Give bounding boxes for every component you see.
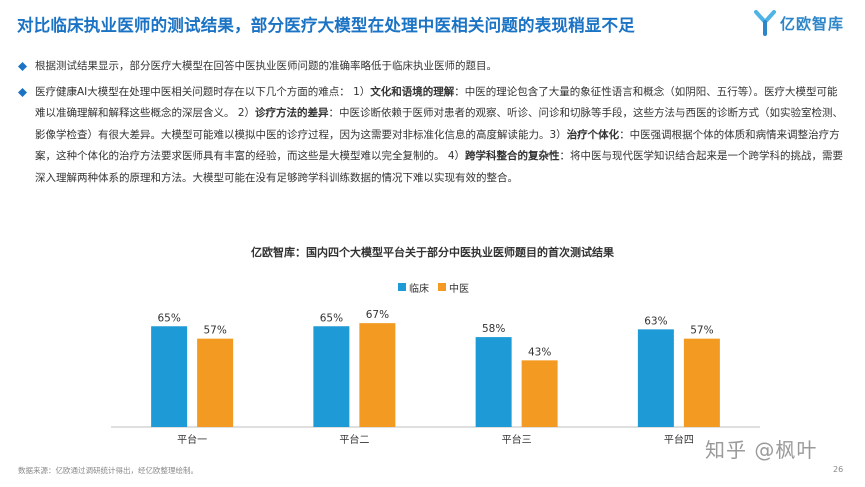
bar-clinical-1 xyxy=(151,326,188,427)
bullet-highlight: 跨学科整合的复杂性 xyxy=(465,150,560,162)
legend-label-clinical: 临床 xyxy=(409,284,429,295)
legend-label-tcm: 中医 xyxy=(449,284,469,295)
bullet-item-summary: 根据测试结果显示，部分医疗大模型在回答中医执业医师问题的准确率略低于临床执业医师… xyxy=(18,56,848,78)
bullet-text: ：中医的理论包含了大量的象征性语言和概念（如阴阳、五行等）。医疗大模型可能难以准… xyxy=(35,85,838,120)
bar-clinical-4 xyxy=(637,329,674,427)
diamond-bullet-icon xyxy=(18,62,27,71)
data-label-tcm-4: 57% xyxy=(690,325,713,337)
page-number: 26 xyxy=(833,465,844,474)
data-label-tcm-1: 57% xyxy=(203,325,226,337)
page-title: 对比临床执业医师的测试结果，部分医疗大模型在处理中医相关问题的表现稍显不足 xyxy=(17,16,635,35)
legend-swatch-tcm xyxy=(438,283,446,291)
data-label-tcm-3: 43% xyxy=(528,346,551,358)
bullet-highlight: 治疗个体化 xyxy=(566,128,620,141)
bar-clinical-3 xyxy=(475,337,512,427)
data-label-clinical-1: 65% xyxy=(157,312,180,324)
data-label-tcm-2: 67% xyxy=(366,309,389,321)
bar-tcm-3 xyxy=(521,360,558,427)
data-label-clinical-2: 65% xyxy=(320,312,343,324)
bar-clinical-2 xyxy=(313,326,350,427)
bar-tcm-4 xyxy=(683,338,720,427)
data-label-clinical-4: 63% xyxy=(644,315,667,327)
bar-tcm-1 xyxy=(197,338,234,427)
chart-title: 亿欧智库：国内四个大模型平台关于部分中医执业医师题目的首次测试结果 xyxy=(251,246,614,259)
category-label-1: 平台一 xyxy=(177,433,207,446)
watermark: 知乎 @枫叶 xyxy=(705,438,818,462)
bullet-item-difficulties: 医疗健康AI大模型在处理中医相关问题时存在以下几个方面的难点： 1）文化和语境的… xyxy=(18,82,848,190)
bullet-highlight: 诊疗方法的差异 xyxy=(255,107,329,119)
logo: 亿欧智库 xyxy=(754,10,854,36)
bullet-text: 医疗健康AI大模型在处理中医相关问题时存在以下几个方面的难点： 1） xyxy=(35,85,371,98)
bullet-highlight: 文化和语境的理解 xyxy=(370,85,455,98)
category-label-3: 平台三 xyxy=(502,433,532,446)
logo-icon xyxy=(754,10,776,36)
data-label-clinical-3: 58% xyxy=(482,323,505,335)
logo-text: 亿欧智库 xyxy=(780,15,845,33)
bullet-text: ：将中医与现代医学知识结合起来是一个跨学科的挑战，需要深入理解两种体系的原理和方… xyxy=(35,150,844,184)
category-label-2: 平台二 xyxy=(339,433,369,446)
bar-tcm-2 xyxy=(359,323,396,427)
data-source-note: 数据来源：亿欧通过调研统计得出，经亿欧整理绘制。 xyxy=(18,466,198,475)
bullet-text: 根据测试结果显示，部分医疗大模型在回答中医执业医师问题的准确率略低于临床执业医师… xyxy=(35,60,497,72)
category-label-4: 平台四 xyxy=(664,433,694,446)
bullet-text: ：中医诊断依赖于医师对患者的观察、听诊、问诊和切脉等手段，这些方法与西医的诊断方… xyxy=(35,107,844,141)
bullet-text: ：中医强调根据个体的体质和病情来调整治疗方案，这种个体化的治疗方法要求医师具有丰… xyxy=(35,128,840,163)
diamond-bullet-icon xyxy=(18,87,27,97)
legend-swatch-clinical xyxy=(398,283,406,291)
bullet-list: 根据测试结果显示，部分医疗大模型在回答中医执业医师问题的准确率略低于临床执业医师… xyxy=(18,56,848,189)
